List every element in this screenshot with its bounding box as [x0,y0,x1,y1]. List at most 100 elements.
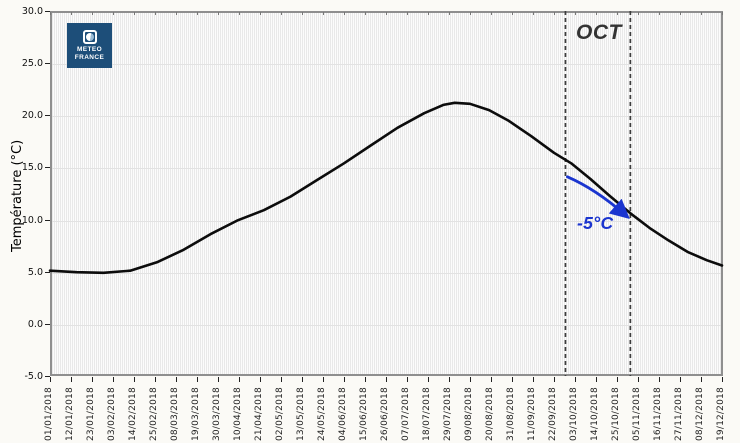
x-axis-date-label: 18/07/2018 [422,387,432,441]
x-axis-date-label: 20/08/2018 [485,387,495,441]
x-axis-tick [50,377,51,382]
x-axis-date-label: 19/03/2018 [191,387,201,441]
x-axis-tick [113,377,114,382]
x-axis-tick [92,377,93,382]
x-axis-top-tick [596,12,597,15]
x-axis-top-tick [680,12,681,15]
x-axis-date-label: 08/03/2018 [170,387,180,441]
x-axis-tick [449,377,450,382]
x-axis-tick [470,377,471,382]
x-axis-date-label: 01/01/2018 [44,387,54,441]
x-axis-tick [722,377,723,382]
x-axis-top-tick [470,12,471,15]
x-axis-date-label: 24/05/2018 [317,387,327,441]
x-axis-tick [302,377,303,382]
x-axis-top-tick [554,12,555,15]
x-axis-date-label: 05/11/2018 [632,387,642,441]
x-axis-date-label: 08/12/2018 [695,387,705,441]
x-axis-tick [617,377,618,382]
x-axis-tick [71,377,72,382]
y-axis-tick-label: 15.0 [21,162,43,174]
y-axis-tick-label: -5.0 [24,371,43,382]
x-axis-tick [365,377,366,382]
x-axis-tick [260,377,261,382]
y-axis-tick-label: 0.0 [27,318,43,330]
x-axis-top-tick [533,12,534,15]
x-axis-tick [386,377,387,382]
y-axis-tick-label: 25.0 [21,58,43,70]
x-axis-date-label: 14/10/2018 [590,387,600,441]
x-axis-date-label: 23/01/2018 [86,387,96,441]
x-axis-tick [701,377,702,382]
x-axis-tick [155,377,156,382]
x-axis-tick [323,377,324,382]
y-axis-tick-label: 5.0 [27,266,43,278]
y-axis-tick [45,376,50,377]
x-axis-date-label: 29/07/2018 [443,387,453,441]
x-axis-top-tick [92,12,93,15]
x-axis-tick [638,377,639,382]
x-axis-date-label: 04/06/2018 [338,387,348,441]
x-axis-date-label: 26/06/2018 [380,387,390,441]
x-axis-date-label: 12/01/2018 [65,387,75,441]
y-axis-tick [45,167,50,169]
x-axis-top-tick [302,12,303,15]
x-axis-date-label: 07/07/2018 [401,387,411,441]
horizontal-gridline [52,324,721,326]
x-axis-top-tick [260,12,261,15]
y-axis-tick [45,63,50,65]
x-axis-tick [176,377,177,382]
x-axis-top-tick [344,12,345,15]
x-axis-top-tick [491,12,492,15]
october-month-label: OCT [576,21,622,44]
x-axis-tick [134,377,135,382]
x-axis-top-tick [638,12,639,15]
x-axis-top-tick [71,12,72,15]
x-axis-date-label: 30/03/2018 [212,387,222,441]
y-axis-tick [45,11,50,12]
x-axis-tick [554,377,555,382]
horizontal-gridline [52,168,721,170]
y-axis-tick [45,115,50,117]
x-axis-top-tick [218,12,219,15]
y-axis-tick-label: 20.0 [21,110,43,122]
x-axis-date-label: 02/05/2018 [275,387,285,441]
x-axis-date-label: 19/12/2018 [716,387,726,441]
meteo-france-logo-icon [82,30,97,44]
x-axis-date-label: 25/10/2018 [611,387,621,441]
x-axis-date-label: 11/09/2018 [527,387,537,441]
y-axis-tick [45,323,50,325]
horizontal-gridline [52,64,721,66]
x-axis-date-label: 22/09/2018 [548,387,558,441]
x-axis-date-label: 21/04/2018 [254,387,264,441]
x-axis-tick [218,377,219,382]
x-axis-top-tick [701,12,702,15]
x-axis-date-label: 10/04/2018 [233,387,243,441]
x-axis-date-label: 14/02/2018 [128,387,138,441]
x-axis-top-tick [155,12,156,15]
x-axis-tick [659,377,660,382]
x-axis-top-tick [134,12,135,15]
horizontal-gridline [52,272,721,274]
horizontal-gridline [52,220,721,222]
x-axis-top-tick [281,12,282,15]
x-axis-tick [680,377,681,382]
x-axis-top-tick [512,12,513,15]
x-axis-tick [533,377,534,382]
x-axis-top-tick [722,12,723,15]
x-axis-date-label: 03/10/2018 [569,387,579,441]
x-axis-tick [512,377,513,382]
x-axis-tick [428,377,429,382]
x-axis-top-tick [428,12,429,15]
x-axis-tick [575,377,576,382]
horizontal-gridline [52,116,721,118]
x-axis-top-tick [197,12,198,15]
x-axis-tick [281,377,282,382]
x-axis-date-label: 15/06/2018 [359,387,369,441]
x-axis-top-tick [239,12,240,15]
x-axis-top-tick [449,12,450,15]
logo-circle-glyph [85,33,94,41]
x-axis-date-label: 13/05/2018 [296,387,306,441]
x-axis-top-tick [659,12,660,15]
